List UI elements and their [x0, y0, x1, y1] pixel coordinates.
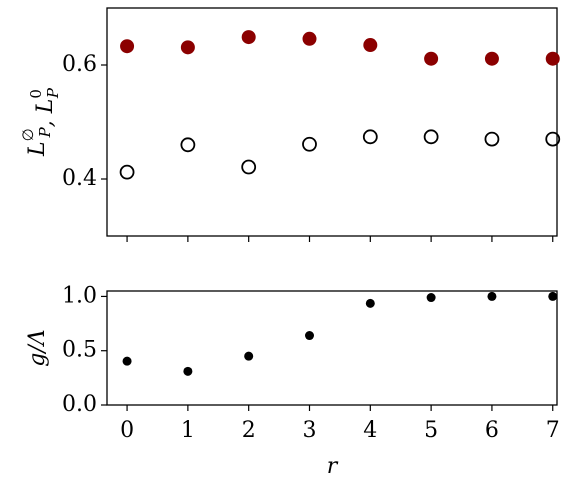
axes-frame: [106, 7, 558, 237]
y-tick-label: 1.0: [62, 283, 97, 308]
point: [365, 298, 375, 308]
point: [302, 31, 317, 46]
y-tick-label: 0.4: [62, 166, 97, 191]
point: [119, 164, 135, 180]
point: [487, 291, 497, 301]
y-axis-label: L∅P, L0P: [19, 87, 62, 157]
point: [424, 51, 439, 66]
y-axis-label: g/Λ: [25, 329, 50, 366]
point: [548, 291, 558, 301]
x-tick-label: 6: [485, 418, 499, 443]
point: [305, 331, 314, 341]
x-tick-label: 4: [363, 418, 377, 443]
x-tick-label: 7: [546, 418, 560, 443]
point: [484, 51, 499, 66]
point: [120, 39, 135, 54]
y-tick-label: 0.5: [62, 338, 97, 363]
x-tick-label: 0: [120, 418, 134, 443]
point: [363, 38, 378, 53]
x-tick-label: 1: [181, 418, 195, 443]
point: [241, 159, 257, 175]
x-tick-label: 2: [242, 418, 256, 443]
x-axis-label: r: [327, 454, 339, 479]
x-tick-label: 5: [424, 418, 438, 443]
point: [241, 30, 256, 45]
point: [183, 366, 193, 376]
y-tick-label: 0.0: [62, 392, 97, 417]
y-tick-label: 0.6: [62, 52, 97, 77]
point: [545, 131, 561, 147]
point: [244, 351, 254, 361]
point: [302, 136, 317, 152]
point: [423, 129, 439, 145]
point: [180, 137, 196, 153]
axes-frame: [106, 290, 558, 406]
point: [122, 356, 132, 366]
point: [484, 131, 500, 147]
point: [426, 293, 436, 303]
point: [545, 51, 560, 66]
point: [180, 40, 195, 55]
x-tick-label: 3: [303, 418, 317, 443]
point: [362, 129, 378, 145]
